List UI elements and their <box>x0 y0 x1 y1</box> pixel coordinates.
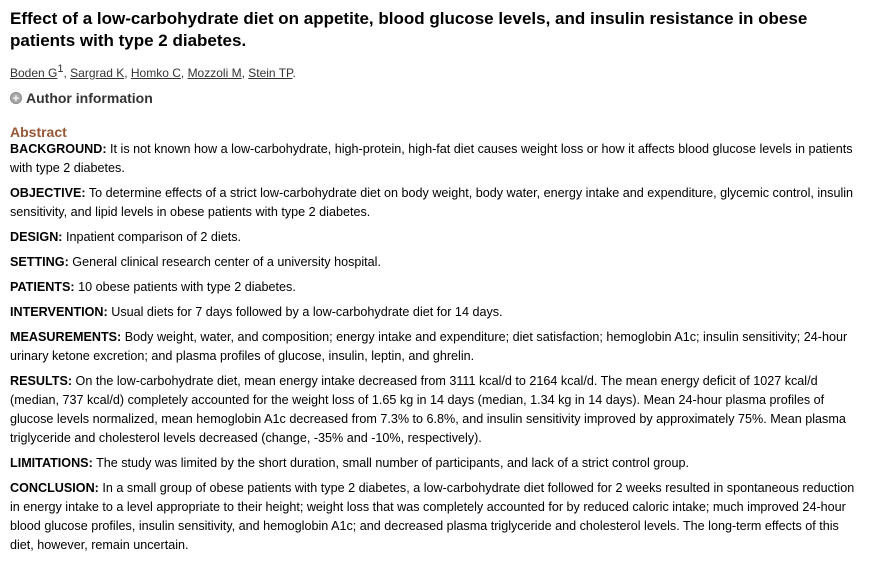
section-label: OBJECTIVE: <box>10 186 86 200</box>
section-label: MEASUREMENTS: <box>10 330 122 344</box>
section-label: LIMITATIONS: <box>10 456 93 470</box>
abstract-section: DESIGN: Inpatient comparison of 2 diets. <box>10 228 860 247</box>
section-label: DESIGN: <box>10 230 63 244</box>
abstract-section: MEASUREMENTS: Body weight, water, and co… <box>10 328 860 366</box>
author-link[interactable]: Homko C <box>130 66 181 80</box>
author-link[interactable]: Mozzoli M <box>187 66 242 80</box>
section-text: On the low-carbohydrate diet, mean energ… <box>10 374 846 445</box>
author-list: Boden G1, Sargrad K, Homko C, Mozzoli M,… <box>10 63 296 80</box>
section-text: To determine effects of a strict low-car… <box>10 186 854 219</box>
abstract-section: PATIENTS: 10 obese patients with type 2 … <box>10 278 860 297</box>
section-label: BACKGROUND: <box>10 142 107 156</box>
section-text: Body weight, water, and composition; ene… <box>10 330 848 363</box>
expand-plus-icon: + <box>10 92 22 105</box>
section-text: General clinical research center of a un… <box>72 255 381 269</box>
section-label: SETTING: <box>10 255 69 269</box>
abstract-section: SETTING: General clinical research cente… <box>10 253 860 272</box>
author-link[interactable]: Stein TP <box>248 66 293 80</box>
author-information-label: Author information <box>26 90 153 106</box>
abstract-section: OBJECTIVE: To determine effects of a str… <box>10 184 860 222</box>
section-label: RESULTS: <box>10 374 73 388</box>
section-text: It is not known how a low-carbohydrate, … <box>10 142 853 175</box>
author-information-toggle[interactable]: + Author information <box>10 90 860 106</box>
section-text: 10 obese patients with type 2 diabetes. <box>78 280 296 294</box>
author-link[interactable]: Boden G <box>10 66 58 80</box>
abstract-section: CONCLUSION: In a small group of obese pa… <box>10 479 860 555</box>
author-link[interactable]: Sargrad K <box>70 66 125 80</box>
abstract-section: INTERVENTION: Usual diets for 7 days fol… <box>10 303 860 322</box>
affiliation-marker[interactable]: 1 <box>57 63 64 75</box>
section-label: CONCLUSION: <box>10 481 99 495</box>
section-label: PATIENTS: <box>10 280 75 294</box>
article-title: Effect of a low-carbohydrate diet on app… <box>10 9 808 50</box>
section-label: INTERVENTION: <box>10 305 108 319</box>
abstract-section: BACKGROUND: It is not known how a low-ca… <box>10 140 860 178</box>
abstract-section: RESULTS: On the low-carbohydrate diet, m… <box>10 372 860 448</box>
abstract-body: BACKGROUND: It is not known how a low-ca… <box>10 140 860 555</box>
section-text: Usual diets for 7 days followed by a low… <box>111 305 503 319</box>
section-text: Inpatient comparison of 2 diets. <box>65 230 241 244</box>
section-text: In a small group of obese patients with … <box>10 481 855 552</box>
abstract-heading: Abstract <box>10 124 67 140</box>
abstract-section: LIMITATIONS: The study was limited by th… <box>10 454 860 473</box>
section-text: The study was limited by the short durat… <box>96 456 689 470</box>
